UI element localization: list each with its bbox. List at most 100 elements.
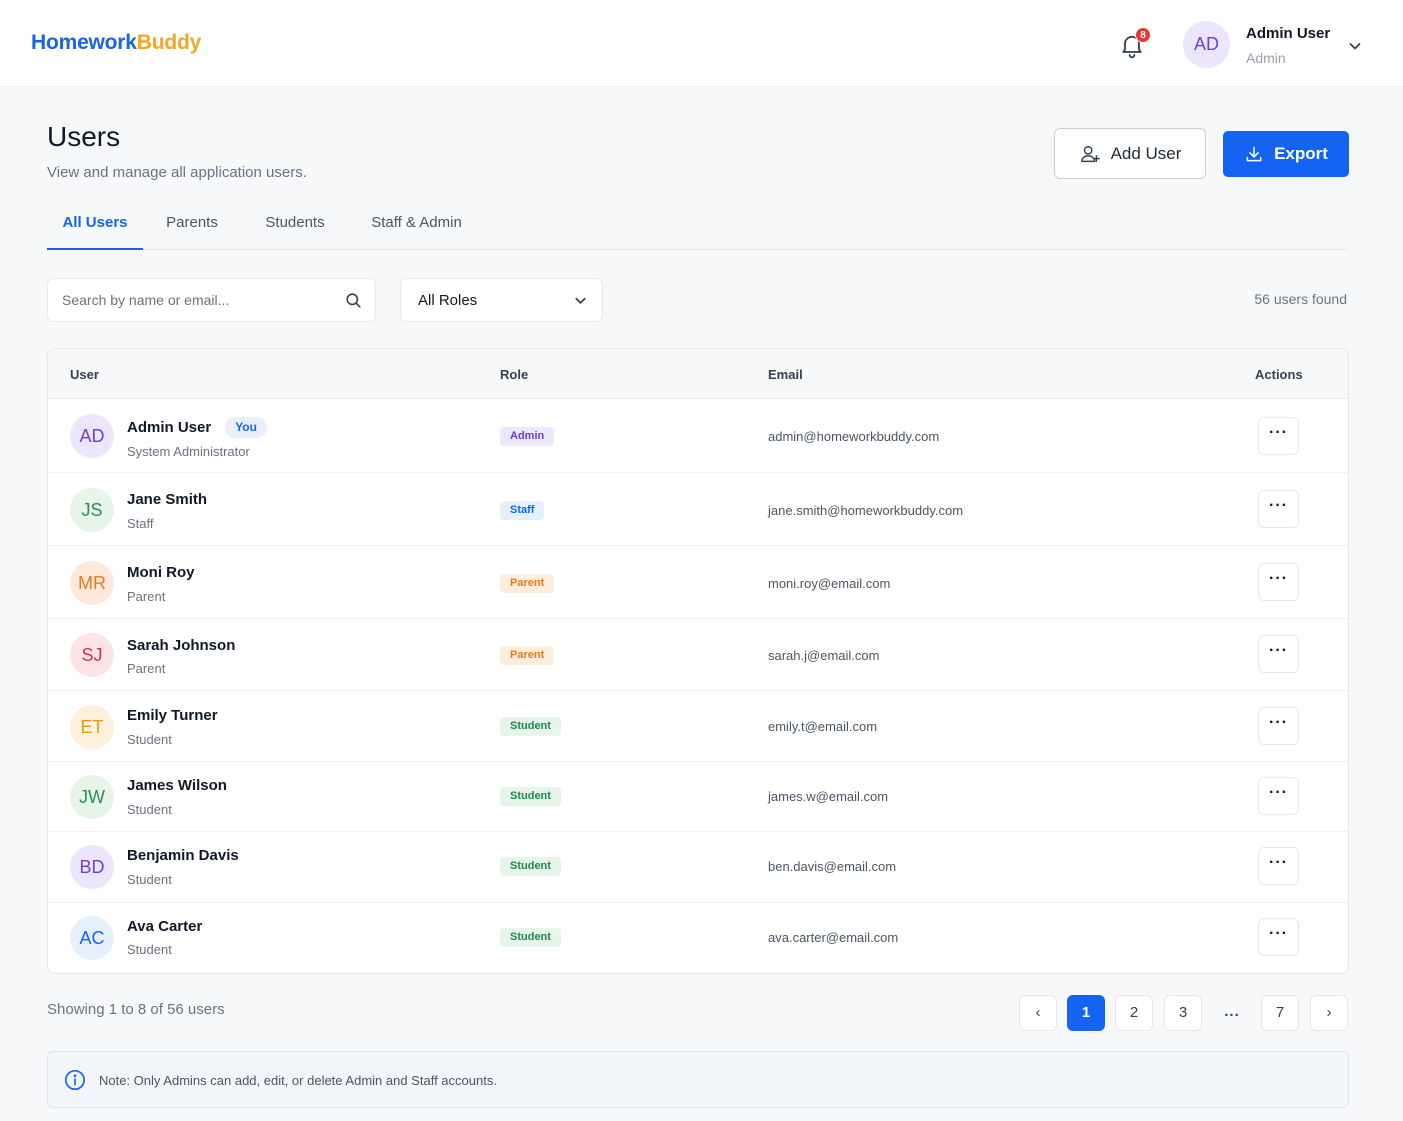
search-input[interactable] bbox=[62, 279, 342, 321]
pagination-ellipsis: ... bbox=[1224, 1003, 1240, 1020]
column-header-role: Role bbox=[500, 367, 529, 382]
users-table: User Role Email Actions AD Admin User You… bbox=[47, 348, 1349, 974]
avatar: BD bbox=[70, 845, 114, 889]
column-header-actions: Actions bbox=[1255, 367, 1303, 382]
row-actions-button[interactable]: ··· bbox=[1258, 847, 1299, 885]
table-row[interactable]: MR Moni Roy Parent Parent moni.roy@email… bbox=[48, 546, 1348, 619]
role-badge: Student bbox=[500, 928, 561, 947]
tab-parents[interactable]: Parents bbox=[166, 214, 218, 231]
pagination-page-7[interactable]: 7 bbox=[1261, 995, 1299, 1031]
add-user-button[interactable]: Add User bbox=[1054, 128, 1206, 179]
info-icon bbox=[65, 1070, 85, 1090]
download-icon bbox=[1246, 146, 1262, 162]
user-email: admin@homeworkbuddy.com bbox=[768, 429, 940, 444]
you-badge: You bbox=[225, 417, 267, 438]
table-row[interactable]: AC Ava Carter Student Student ava.carter… bbox=[48, 903, 1348, 973]
user-name: Moni Roy bbox=[127, 564, 195, 581]
avatar: MR bbox=[70, 561, 114, 605]
row-actions-button[interactable]: ··· bbox=[1258, 777, 1299, 815]
user-subtitle: Student bbox=[127, 802, 172, 817]
column-header-user: User bbox=[70, 367, 99, 382]
table-row[interactable]: JW James Wilson Student Student james.w@… bbox=[48, 762, 1348, 832]
user-tabs: All Users Parents Students Staff & Admin bbox=[47, 203, 1349, 250]
user-name-text: Admin User bbox=[127, 419, 212, 436]
logo-part-homework: Homework bbox=[31, 31, 137, 54]
role-filter-select[interactable]: All Roles bbox=[400, 278, 603, 322]
user-email: ava.carter@email.com bbox=[768, 930, 899, 945]
role-filter-value: All Roles bbox=[418, 292, 478, 309]
user-name: Jane Smith bbox=[127, 491, 208, 508]
table-row[interactable]: ET Emily Turner Student Student emily.t@… bbox=[48, 691, 1348, 762]
user-name: Ava Carter bbox=[127, 918, 203, 935]
user-subtitle: Student bbox=[127, 732, 172, 747]
user-subtitle: System Administrator bbox=[127, 444, 250, 459]
row-actions-button[interactable]: ··· bbox=[1258, 417, 1299, 455]
pagination-summary: Showing 1 to 8 of 56 users bbox=[47, 1001, 225, 1018]
user-plus-icon bbox=[1080, 145, 1100, 162]
user-email: sarah.j@email.com bbox=[768, 648, 880, 663]
tab-staff-admin[interactable]: Staff & Admin bbox=[371, 214, 462, 231]
pagination-prev-button[interactable]: ‹ bbox=[1019, 995, 1057, 1031]
user-subtitle: Student bbox=[127, 872, 172, 887]
user-email: emily.t@email.com bbox=[768, 719, 878, 734]
role-badge: Student bbox=[500, 787, 561, 806]
table-row[interactable]: BD Benjamin Davis Student Student ben.da… bbox=[48, 832, 1348, 903]
user-name: Benjamin Davis bbox=[127, 847, 239, 864]
user-menu-name[interactable]: Admin User bbox=[1246, 25, 1331, 42]
user-email: moni.roy@email.com bbox=[768, 576, 891, 591]
user-menu-role: Admin bbox=[1246, 50, 1286, 66]
user-name: Sarah Johnson bbox=[127, 637, 236, 654]
pagination-page-3[interactable]: 3 bbox=[1164, 995, 1202, 1031]
user-email: jane.smith@homeworkbuddy.com bbox=[768, 503, 964, 518]
user-name: Admin User You bbox=[127, 417, 267, 438]
chevron-down-icon bbox=[575, 297, 586, 304]
tab-all-users[interactable]: All Users bbox=[47, 203, 143, 250]
export-button[interactable]: Export bbox=[1223, 131, 1349, 177]
row-actions-button[interactable]: ··· bbox=[1258, 563, 1299, 601]
export-label: Export bbox=[1274, 144, 1328, 163]
pagination-page-2[interactable]: 2 bbox=[1115, 995, 1153, 1031]
app-logo[interactable]: HomeworkBuddy bbox=[31, 31, 201, 55]
row-actions-button[interactable]: ··· bbox=[1258, 707, 1299, 745]
top-bar: HomeworkBuddy 8 AD Admin User Admin bbox=[0, 0, 1403, 87]
role-badge: Student bbox=[500, 857, 561, 876]
row-actions-button[interactable]: ··· bbox=[1258, 918, 1299, 956]
column-header-email: Email bbox=[768, 367, 803, 382]
role-badge: Parent bbox=[500, 646, 555, 665]
row-actions-button[interactable]: ··· bbox=[1258, 490, 1299, 528]
notification-badge: 8 bbox=[1135, 27, 1151, 43]
pagination-next-button[interactable]: › bbox=[1310, 995, 1348, 1031]
tab-students[interactable]: Students bbox=[265, 214, 325, 231]
avatar: AC bbox=[70, 916, 114, 960]
logo-part-buddy: Buddy bbox=[136, 31, 202, 54]
table-row[interactable]: AD Admin User You System Administrator Ad… bbox=[48, 399, 1348, 473]
role-badge: Staff bbox=[500, 501, 545, 520]
avatar: JS bbox=[70, 488, 114, 532]
avatar: AD bbox=[70, 414, 114, 458]
search-box bbox=[47, 278, 376, 322]
user-subtitle: Parent bbox=[127, 589, 166, 604]
pagination-page-1[interactable]: 1 bbox=[1067, 995, 1105, 1031]
search-icon[interactable] bbox=[344, 291, 363, 310]
role-badge: Student bbox=[500, 717, 561, 736]
table-header: User Role Email Actions bbox=[48, 349, 1348, 399]
table-row[interactable]: JS Jane Smith Staff Staff jane.smith@hom… bbox=[48, 473, 1348, 546]
avatar: JW bbox=[70, 775, 114, 819]
user-subtitle: Parent bbox=[127, 661, 166, 676]
user-name: James Wilson bbox=[127, 777, 227, 794]
table-row[interactable]: SJ Sarah Johnson Parent Parent sarah.j@e… bbox=[48, 619, 1348, 691]
user-name: Emily Turner bbox=[127, 707, 218, 724]
page-title: Users bbox=[47, 121, 121, 152]
chevron-down-icon[interactable] bbox=[1347, 38, 1363, 54]
avatar: SJ bbox=[70, 633, 114, 677]
role-badge: Admin bbox=[500, 427, 555, 446]
page-subtitle: View and manage all application users. bbox=[47, 164, 307, 181]
user-subtitle: Student bbox=[127, 942, 172, 957]
user-email: ben.davis@email.com bbox=[768, 859, 897, 874]
role-badge: Parent bbox=[500, 574, 555, 593]
user-subtitle: Staff bbox=[127, 516, 154, 531]
info-note-text: Note: Only Admins can add, edit, or dele… bbox=[99, 1073, 497, 1088]
avatar[interactable]: AD bbox=[1183, 21, 1230, 68]
user-email: james.w@email.com bbox=[768, 789, 889, 804]
row-actions-button[interactable]: ··· bbox=[1258, 635, 1299, 673]
